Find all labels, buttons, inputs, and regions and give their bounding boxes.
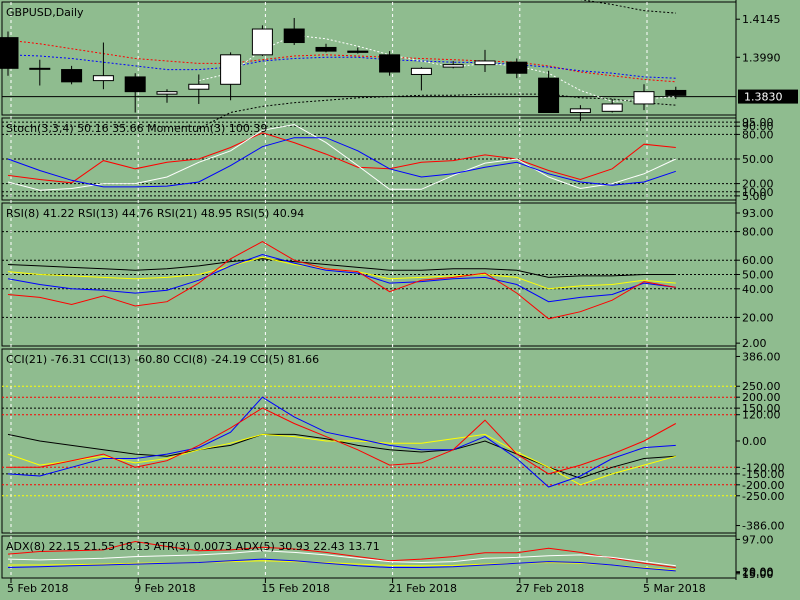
axis-tick-label-stoch: 50.00 — [742, 153, 774, 166]
series-line-adx-0 — [7, 540, 676, 568]
candle-body — [29, 67, 51, 70]
axis-tick-label-adx: 15.00 — [742, 568, 774, 581]
axis-tick-label-price: 1.3990 — [742, 51, 781, 64]
series-line-cci-3 — [8, 407, 677, 475]
series-line-rsi-1 — [7, 256, 676, 290]
candle-body — [538, 77, 560, 114]
candle-body — [61, 69, 83, 83]
date-label: 27 Feb 2018 — [516, 582, 584, 595]
axis-tick-label-cci: 0.00 — [742, 435, 767, 448]
candle-body — [156, 91, 178, 95]
series-line-stoch-0 — [7, 132, 676, 184]
candle-body — [251, 28, 273, 56]
candle-body — [474, 60, 496, 66]
axis-tick-label-stoch: 90.00 — [742, 120, 774, 133]
axis-tick-label-cci: -250.00 — [742, 490, 784, 503]
panel-frame-adx — [1, 535, 737, 579]
candle-body — [379, 54, 401, 73]
axis-tick-label-cci: 386.00 — [742, 350, 781, 363]
panel-headers: GBPUSD,Daily Stoch(3,3,4) 50.16 35.66 Mom… — [6, 6, 380, 553]
axis-tick-label-stoch: 10.00 — [742, 186, 774, 199]
series-line-cci-1 — [7, 433, 676, 486]
axis-tick-label-stoch: 95.00 — [742, 116, 774, 129]
candle-body — [92, 75, 114, 82]
series-line-adx-3 — [7, 558, 676, 572]
date-label: 21 Feb 2018 — [389, 582, 457, 595]
axis-tick-label-cci: -386.00 — [742, 520, 784, 533]
candle-body — [569, 108, 591, 114]
panel-header-price: GBPUSD,Daily — [6, 6, 84, 19]
axis-tick-label-cci: 250.00 — [742, 380, 781, 393]
axis-tick-label-adx: 20.00 — [742, 566, 774, 579]
candle-body — [0, 37, 19, 69]
candle-body — [124, 76, 146, 93]
level-lines — [2, 96, 736, 497]
axis-tick-label-stoch: 5.00 — [742, 190, 767, 203]
price-axis: 1.41451.39901.383095.0090.0080.0050.0020… — [736, 13, 798, 581]
axis-tick-label-rsi: 60.00 — [742, 254, 774, 267]
candle-body — [347, 50, 369, 53]
current-price-label: 1.3830 — [744, 91, 783, 104]
candle-body — [220, 54, 242, 85]
series-line-price-4 — [198, 34, 676, 103]
axis-tick-label-cci: -120.00 — [742, 461, 784, 474]
series-line-rsi-2 — [7, 253, 676, 303]
panel-header-stoch: Stoch(3,3,4) 50.16 35.66 Momentum(3) 100… — [6, 122, 267, 135]
axis-tick-label-rsi: 93.00 — [742, 207, 774, 220]
date-label: 15 Feb 2018 — [261, 582, 329, 595]
candle-body — [410, 67, 432, 75]
axis-tick-label-cci: -200.00 — [742, 479, 784, 492]
candle-body — [315, 46, 337, 52]
axis-tick-label-stoch: 20.00 — [742, 178, 774, 191]
series-line-cci-0 — [7, 433, 676, 479]
axis-tick-label-cci: 120.00 — [742, 409, 781, 422]
candle-body — [188, 83, 210, 90]
candle-body — [442, 64, 464, 68]
series-line-price-0 — [7, 39, 676, 83]
series-line-rsi-3 — [7, 241, 676, 320]
candle-body — [283, 28, 305, 44]
candle-body — [506, 61, 528, 74]
candle-body — [601, 103, 623, 112]
candle-body — [633, 91, 655, 105]
candle-body — [665, 89, 687, 96]
panel-header-adx: ADX(8) 22.15 21.55 18.13 ATR(3) 0.0073 A… — [6, 540, 380, 553]
date-label: 5 Mar 2018 — [643, 582, 706, 595]
series-line-stoch-1 — [7, 124, 677, 191]
series-line-adx-1 — [7, 550, 676, 567]
date-axis: 5 Feb 2018 9 Feb 2018 15 Feb 2018 21 Feb 20… — [7, 578, 706, 595]
candles-layer — [0, 17, 687, 122]
axis-tick-label-cci: 150.00 — [742, 402, 781, 415]
series-line-adx-2 — [8, 560, 676, 571]
series-line-price-3 — [580, 0, 676, 14]
axis-tick-label-rsi: 20.00 — [742, 311, 774, 324]
series-line-price-1 — [7, 54, 676, 79]
axis-tick-label-rsi: 50.00 — [742, 269, 774, 282]
panel-header-cci: CCI(21) -76.31 CCI(13) -60.80 CCI(8) -24… — [6, 353, 319, 366]
axis-tick-label-adx: 97.00 — [742, 533, 774, 546]
series-line-stoch-2 — [7, 137, 676, 188]
axis-tick-label-cci: -150.00 — [742, 468, 784, 481]
date-label: 5 Feb 2018 — [7, 582, 68, 595]
axis-tick-label-rsi: 80.00 — [742, 226, 774, 239]
series-line-cci-2 — [7, 396, 676, 488]
axis-tick-label-rsi: 40.00 — [742, 283, 774, 296]
date-label: 9 Feb 2018 — [134, 582, 195, 595]
panel-frame-price — [1, 1, 737, 116]
current-price-box — [738, 89, 798, 104]
series-line-rsi-0 — [7, 258, 676, 278]
panel-header-rsi: RSI(8) 41.22 RSI(13) 44.76 RSI(21) 48.95… — [6, 207, 304, 220]
series-layer — [7, 0, 677, 572]
axis-tick-label-rsi: 2.00 — [742, 337, 767, 350]
axis-tick-label-stoch: 80.00 — [742, 128, 774, 141]
axis-tick-label-adx: 18.00 — [742, 567, 774, 580]
axis-tick-label-price: 1.4145 — [742, 13, 781, 26]
axis-tick-label-cci: 200.00 — [742, 391, 781, 404]
